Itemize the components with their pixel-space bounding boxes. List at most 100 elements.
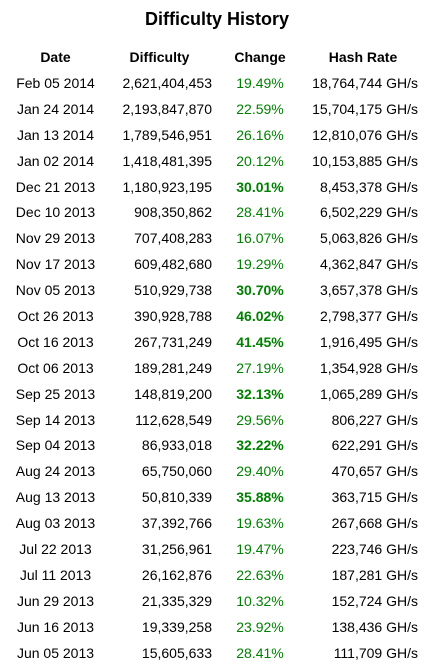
difficulty-cell: 21,335,329 [141, 592, 212, 609]
page-title: Difficulty History [144, 9, 290, 29]
change-cell: 19.47% [236, 540, 284, 557]
date-cell: Nov 05 2013 [15, 282, 96, 299]
hash-rate-cell: 806,227 GH/s [331, 411, 418, 428]
date-cell: Oct 26 2013 [17, 307, 94, 324]
change-cell: 35.88% [236, 489, 284, 506]
hash-rate-cell: 622,291 GH/s [331, 437, 418, 454]
table-row: Nov 05 2013 510,929,738 30.70% 3,657,378 GH… [8, 277, 422, 303]
table-row: Dec 10 2013 908,350,862 28.41% 6,502,229 GH… [8, 199, 422, 225]
column-header-change: Change [234, 49, 286, 65]
table-row: Jun 16 2013 19,339,258 23.92% 138,436 GH/s [8, 614, 422, 640]
change-cell: 30.70% [236, 282, 284, 299]
table-row: Nov 29 2013 707,408,283 16.07% 5,063,826 GH… [8, 225, 422, 251]
table-row: Sep 14 2013 112,628,549 29.56% 806,227 GH/s [8, 407, 422, 433]
date-cell: Jun 16 2013 [16, 618, 95, 635]
hash-rate-cell: 187,281 GH/s [331, 566, 418, 583]
difficulty-cell: 50,810,339 [141, 489, 212, 506]
hash-rate-cell: 267,668 GH/s [331, 515, 418, 532]
difficulty-cell: 267,731,249 [134, 333, 212, 350]
difficulty-cell: 65,750,060 [141, 463, 212, 480]
change-cell: 46.02% [236, 307, 284, 324]
hash-rate-cell: 3,657,378 GH/s [319, 282, 418, 299]
difficulty-cell: 112,628,549 [135, 411, 212, 428]
table-row: Aug 13 2013 50,810,339 35.88% 363,715 GH/s [8, 484, 422, 510]
change-cell: 28.41% [236, 204, 284, 221]
table-row: Jan 13 2014 1,789,546,951 26.16% 12,810,076… [8, 122, 422, 148]
hash-rate-cell: 152,724 GH/s [331, 592, 418, 609]
difficulty-cell: 148,819,200 [134, 385, 212, 402]
table-row: Jan 24 2014 2,193,847,870 22.59% 15,704,175… [8, 96, 422, 122]
hash-rate-cell: 1,065,289 GH/s [319, 385, 418, 402]
hash-rate-cell: 470,657 GH/s [331, 463, 418, 480]
change-cell: 20.12% [236, 152, 284, 169]
difficulty-cell: 15,605,633 [141, 644, 212, 661]
difficulty-history-table: Date Difficulty Change Hash Rate Feb 05 … [8, 44, 422, 665]
column-header-date: Date [40, 49, 71, 65]
difficulty-cell: 37,392,766 [141, 515, 212, 532]
date-cell: Aug 24 2013 [15, 463, 96, 480]
date-cell: Jul 11 2013 [19, 566, 92, 583]
hash-rate-cell: 4,362,847 GH/s [319, 256, 418, 273]
change-cell: 32.22% [236, 437, 284, 454]
date-cell: Oct 06 2013 [17, 359, 94, 376]
table-row: Jun 05 2013 15,605,633 28.41% 111,709 GH/s [8, 640, 422, 666]
difficulty-cell: 2,193,847,870 [122, 100, 212, 117]
hash-rate-cell: 18,764,744 GH/s [312, 74, 418, 91]
change-cell: 27.19% [236, 359, 284, 376]
table-header-row: Date Difficulty Change Hash Rate [8, 44, 422, 70]
date-cell: Dec 21 2013 [15, 178, 96, 195]
change-cell: 19.29% [236, 256, 284, 273]
date-cell: Feb 05 2014 [16, 74, 95, 91]
hash-rate-cell: 363,715 GH/s [331, 489, 418, 506]
date-cell: Dec 10 2013 [15, 204, 96, 221]
difficulty-cell: 1,418,481,395 [122, 152, 212, 169]
difficulty-cell: 2,621,404,453 [122, 74, 212, 91]
table-row: Jun 29 2013 21,335,329 10.32% 152,724 GH/s [8, 588, 422, 614]
table-row: Nov 17 2013 609,482,680 19.29% 4,362,847 GH… [8, 251, 422, 277]
change-cell: 32.13% [236, 385, 284, 402]
change-cell: 16.07% [236, 230, 284, 247]
date-cell: Sep 14 2013 [15, 411, 96, 428]
difficulty-cell: 31,256,961 [141, 540, 212, 557]
hash-rate-cell: 1,354,928 GH/s [319, 359, 418, 376]
change-cell: 26.16% [236, 126, 284, 143]
difficulty-cell: 908,350,862 [134, 204, 212, 221]
table-row: Oct 26 2013 390,928,788 46.02% 2,798,377 GH… [8, 303, 422, 329]
change-cell: 19.49% [236, 74, 284, 91]
difficulty-cell: 707,408,283 [134, 230, 212, 247]
change-cell: 29.40% [236, 463, 284, 480]
change-cell: 22.63% [236, 566, 284, 583]
table-row: Aug 24 2013 65,750,060 29.40% 470,657 GH/s [8, 458, 422, 484]
difficulty-cell: 609,482,680 [134, 256, 212, 273]
date-cell: Sep 04 2013 [15, 437, 96, 454]
change-cell: 29.56% [236, 411, 284, 428]
hash-rate-cell: 138,436 GH/s [331, 618, 418, 635]
difficulty-cell: 19,339,258 [141, 618, 212, 635]
date-cell: Aug 13 2013 [15, 489, 96, 506]
hash-rate-cell: 1,916,495 GH/s [319, 333, 418, 350]
difficulty-cell: 86,933,018 [141, 437, 212, 454]
hash-rate-cell: 6,502,229 GH/s [319, 204, 418, 221]
hash-rate-cell: 223,746 GH/s [331, 540, 418, 557]
change-cell: 10.32% [236, 592, 284, 609]
change-cell: 41.45% [236, 333, 284, 350]
date-cell: Jun 29 2013 [16, 592, 95, 609]
difficulty-cell: 390,928,788 [134, 307, 212, 324]
date-cell: Jan 13 2014 [16, 126, 95, 143]
table-row: Sep 25 2013 148,819,200 32.13% 1,065,289 GH… [8, 381, 422, 407]
date-cell: Jan 02 2014 [16, 152, 95, 169]
change-cell: 22.59% [236, 100, 284, 117]
difficulty-cell: 510,929,738 [134, 282, 212, 299]
date-cell: Sep 25 2013 [15, 385, 96, 402]
date-cell: Jun 05 2013 [16, 644, 95, 661]
date-cell: Aug 03 2013 [15, 515, 96, 532]
table-row: Jan 02 2014 1,418,481,395 20.12% 10,153,885… [8, 148, 422, 174]
date-cell: Jan 24 2014 [16, 100, 95, 117]
column-header-difficulty: Difficulty [129, 49, 190, 65]
difficulty-cell: 26,162,876 [141, 566, 212, 583]
column-header-hash-rate: Hash Rate [328, 49, 398, 65]
hash-rate-cell: 5,063,826 GH/s [319, 230, 418, 247]
difficulty-cell: 189,281,249 [134, 359, 212, 376]
table-row: Jul 22 2013 31,256,961 19.47% 223,746 GH/s [8, 536, 422, 562]
hash-rate-cell: 10,153,885 GH/s [312, 152, 418, 169]
